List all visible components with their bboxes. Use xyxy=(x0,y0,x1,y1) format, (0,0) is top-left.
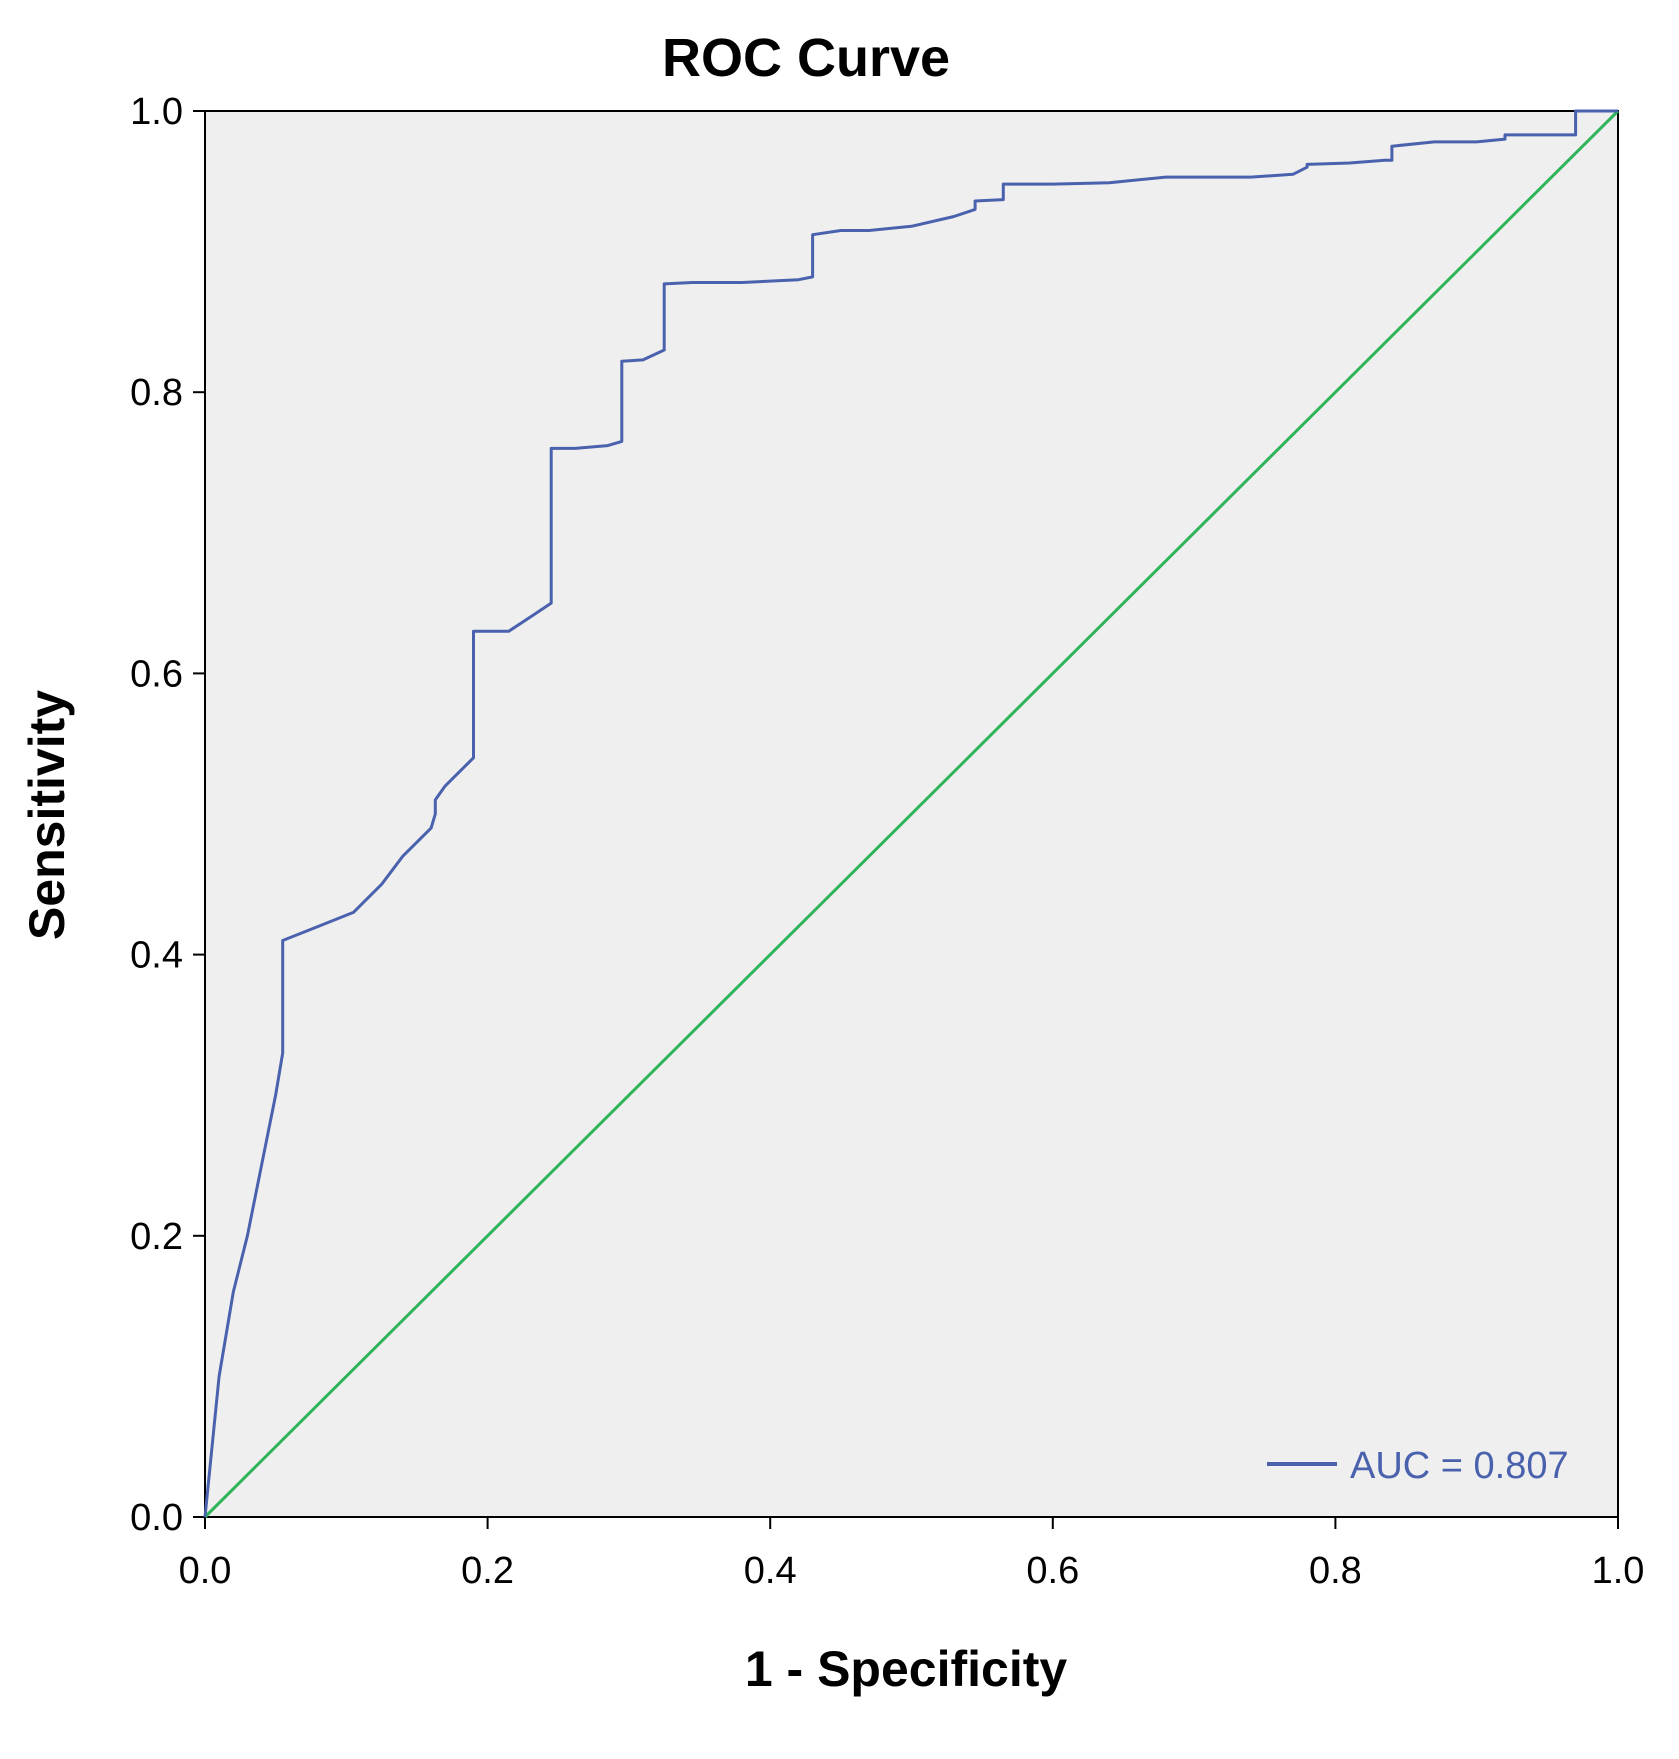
roc-curve-line xyxy=(203,109,1618,1518)
y-tick-label-0.2: 0.2 xyxy=(130,1216,183,1258)
series-layer xyxy=(203,109,1620,1519)
x-tick-label-0.2: 0.2 xyxy=(461,1550,514,1592)
legend-label-auc: AUC = 0.807 xyxy=(1350,1445,1569,1487)
y-tick-label-0.6: 0.6 xyxy=(130,653,183,695)
legend: AUC = 0.807 xyxy=(1267,1445,1569,1487)
x-tick-label-0.0: 0.0 xyxy=(179,1550,232,1592)
axis-ticks: 0.0 0.2 0.4 0.6 0.8 1.0 0.0 0.2 0.4 0.6 0.8 1.0 xyxy=(130,91,1644,1592)
y-tick-label-1.0: 1.0 xyxy=(130,91,183,133)
chart-title: ROC Curve xyxy=(662,28,950,88)
reference-diagonal-line xyxy=(203,109,1620,1519)
y-axis-label: Sensitivity xyxy=(19,690,75,940)
x-tick-label-0.4: 0.4 xyxy=(744,1550,797,1592)
x-axis-label: 1 - Specificity xyxy=(745,1641,1068,1697)
y-tick-label-0.8: 0.8 xyxy=(130,372,183,414)
y-tick-label-0.4: 0.4 xyxy=(130,935,183,977)
x-tick-label-0.8: 0.8 xyxy=(1309,1550,1362,1592)
y-tick-label-0.0: 0.0 xyxy=(130,1497,183,1539)
x-tick-label-0.6: 0.6 xyxy=(1026,1550,1079,1592)
x-tick-label-1.0: 1.0 xyxy=(1592,1550,1645,1592)
